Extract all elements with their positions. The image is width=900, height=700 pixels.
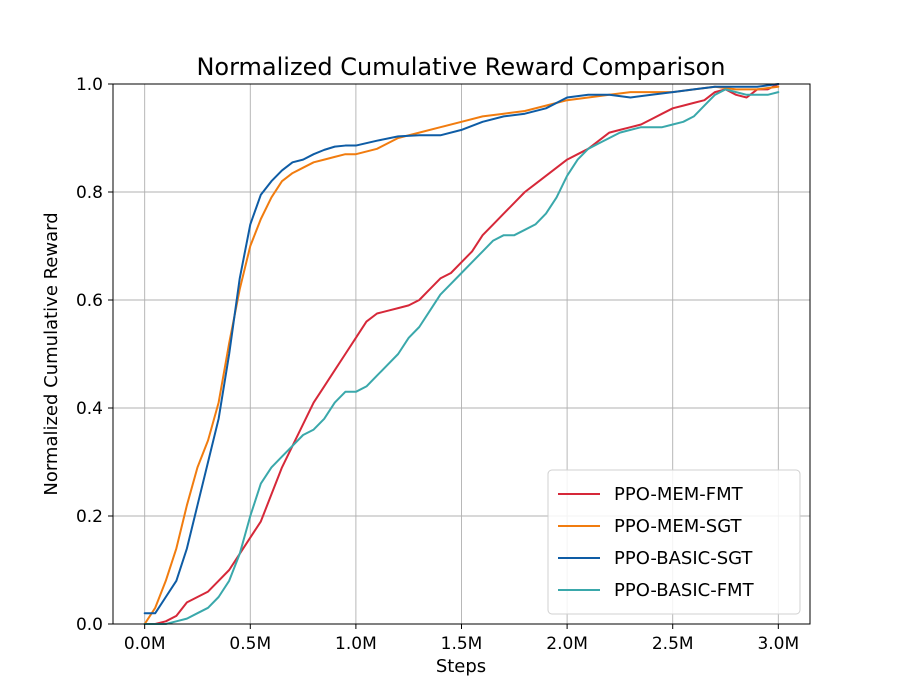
- series-lines: [143, 83, 780, 625]
- legend: PPO-MEM-FMT PPO-MEM-SGT PPO-BASIC-SGT PPO-B…: [547, 469, 801, 615]
- series-line-ppo-mem-sgt: [143, 85, 780, 625]
- y-tick-label: 0.2: [76, 507, 103, 527]
- legend-label: PPO-BASIC-FMT: [614, 580, 755, 601]
- x-tick-label: 0.5M: [229, 634, 271, 654]
- x-tick-label: 1.0M: [335, 634, 377, 654]
- y-tick-label: 0.8: [76, 183, 103, 203]
- x-axis-title: Steps: [436, 656, 486, 677]
- legend-label: PPO-MEM-FMT: [614, 484, 744, 505]
- series-line-ppo-mem-fmt: [143, 83, 780, 625]
- axis-ticks: 0.0M 0.5M 1.0M 1.5M 2.0M 2.5M 3.0M 0.0 0.2 0.4 0.6…: [76, 75, 799, 654]
- legend-box: [547, 469, 801, 615]
- y-tick-label: 0.6: [76, 291, 103, 311]
- legend-label: PPO-MEM-SGT: [614, 516, 743, 537]
- x-tick-label: 2.0M: [546, 634, 588, 654]
- x-tick-label: 2.5M: [652, 634, 694, 654]
- chart-title: Normalized Cumulative Reward Comparison: [196, 53, 725, 81]
- y-axis-title: Normalized Cumulative Reward: [41, 212, 62, 495]
- x-tick-label: 3.0M: [757, 634, 799, 654]
- y-tick-label: 0.0: [76, 615, 103, 635]
- series-line-ppo-basic-fmt: [143, 88, 780, 625]
- x-tick-label: 1.5M: [441, 634, 483, 654]
- y-tick-label: 1.0: [76, 75, 103, 95]
- x-tick-label: 0.0M: [124, 634, 166, 654]
- legend-label: PPO-BASIC-SGT: [614, 548, 753, 569]
- series-line-ppo-basic-sgt: [143, 83, 780, 615]
- y-tick-label: 0.4: [76, 399, 103, 419]
